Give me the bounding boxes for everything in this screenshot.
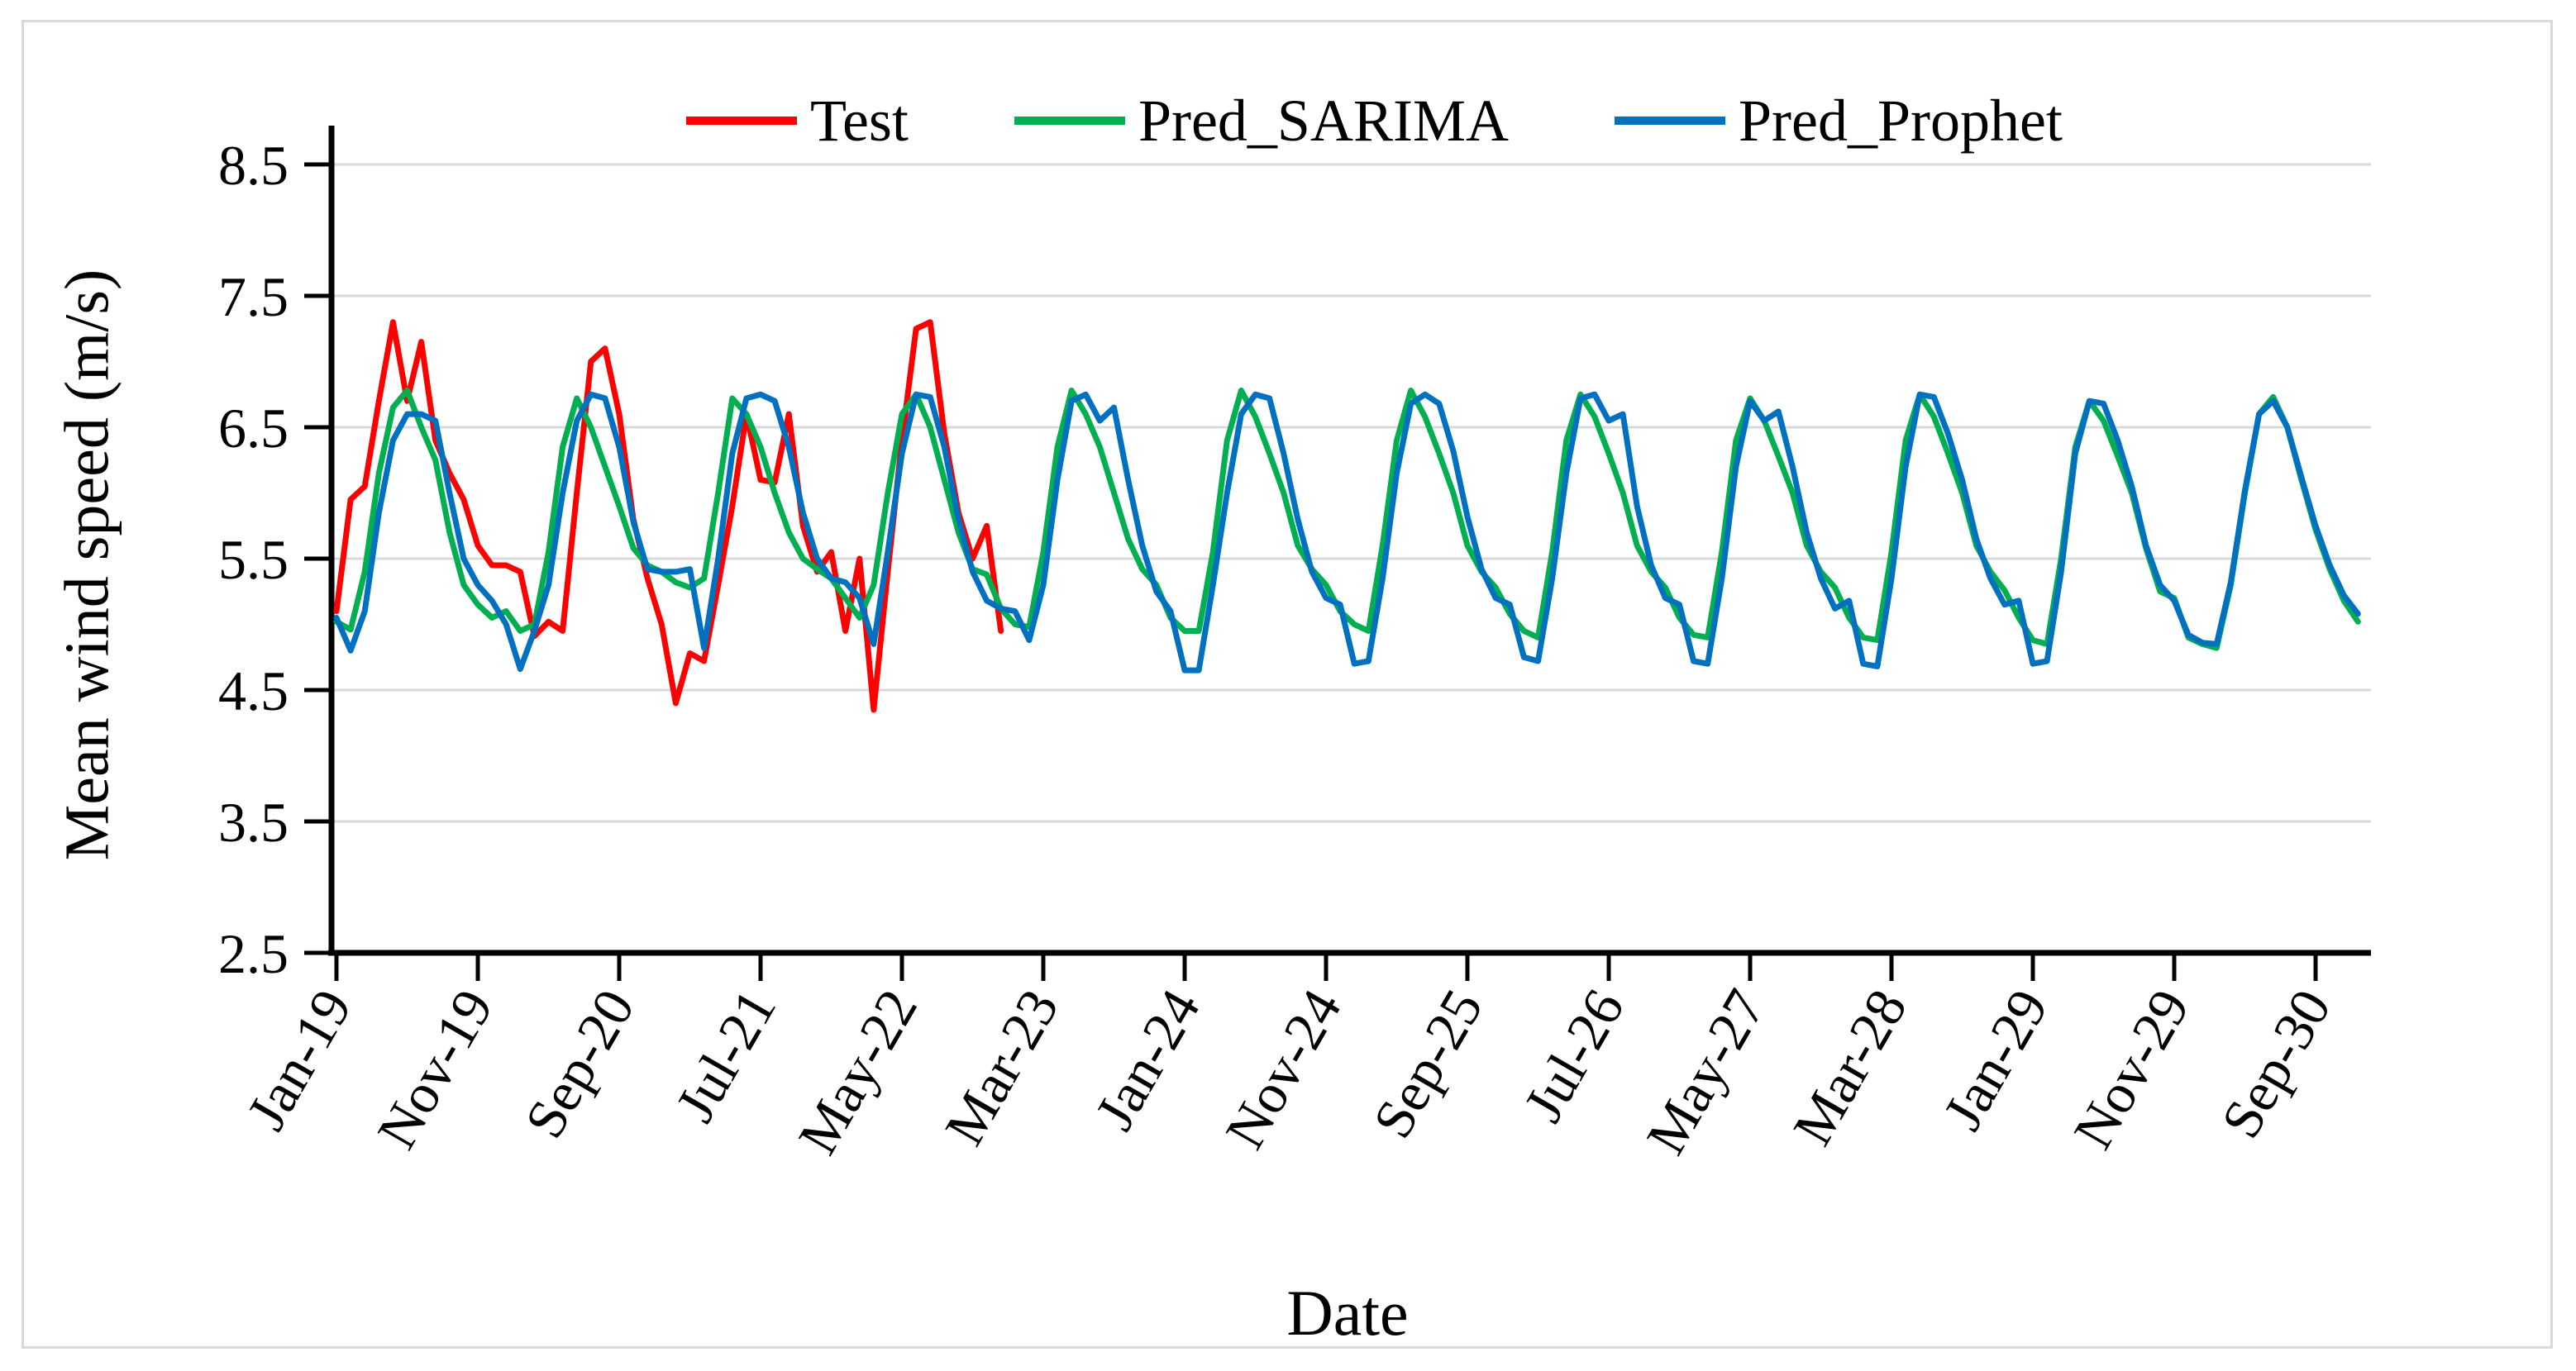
y-tick-label-4.5: 4.5 <box>218 659 289 722</box>
x-tick-label-May-27: May-27 <box>1634 979 1777 1164</box>
pred-prophet-line-swatch-icon <box>1614 117 1725 125</box>
legend-label-test: Test <box>810 88 909 154</box>
y-tick-label-7.5: 7.5 <box>218 265 289 328</box>
x-tick-label-Sep-25: Sep-25 <box>1361 979 1495 1149</box>
chart-legend: Test Pred_SARIMA Pred_Prophet <box>686 86 2063 155</box>
y-axis-title: Mean wind speed (m/s) <box>52 269 122 861</box>
y-tick-label-3.5: 3.5 <box>218 791 289 854</box>
x-tick-label-Sep-30: Sep-30 <box>2209 979 2343 1149</box>
x-tick-label-Nov-19: Nov-19 <box>365 979 505 1159</box>
series-line-Test <box>333 319 1004 713</box>
legend-item-pred-prophet: Pred_Prophet <box>1614 86 2063 155</box>
x-tick-label-Jul-21: Jul-21 <box>663 979 788 1132</box>
x-axis-title: Date <box>1286 1277 1409 1349</box>
y-tick-label-5.5: 5.5 <box>218 528 289 591</box>
x-tick-label-Mar-23: Mar-23 <box>933 979 1071 1155</box>
x-tick-label-Sep-20: Sep-20 <box>513 979 646 1149</box>
y-tick-label-6.5: 6.5 <box>218 397 289 459</box>
x-tick-label-Jan-29: Jan-29 <box>1931 979 2060 1140</box>
test-line-swatch-icon <box>686 117 797 125</box>
series-line-Pred_Prophet <box>333 391 2361 674</box>
y-tick-label-8.5: 8.5 <box>218 134 289 197</box>
legend-label-pred-prophet: Pred_Prophet <box>1738 88 2063 154</box>
x-tick-label-Jul-26: Jul-26 <box>1511 979 1636 1132</box>
legend-label-pred-sarima: Pred_SARIMA <box>1138 88 1509 154</box>
x-tick-label-Mar-28: Mar-28 <box>1781 979 1919 1155</box>
legend-item-pred-sarima: Pred_SARIMA <box>1014 86 1509 155</box>
x-tick-label-May-22: May-22 <box>786 979 929 1164</box>
x-tick-label-Nov-24: Nov-24 <box>1213 979 1353 1159</box>
y-tick-label-2.5: 2.5 <box>218 922 289 985</box>
pred-sarima-line-swatch-icon <box>1014 117 1125 125</box>
x-tick-label-Nov-29: Nov-29 <box>2061 979 2202 1159</box>
x-tick-label-Jan-24: Jan-24 <box>1083 979 1212 1140</box>
legend-item-test: Test <box>686 86 909 155</box>
x-tick-label-Jan-19: Jan-19 <box>235 979 364 1140</box>
